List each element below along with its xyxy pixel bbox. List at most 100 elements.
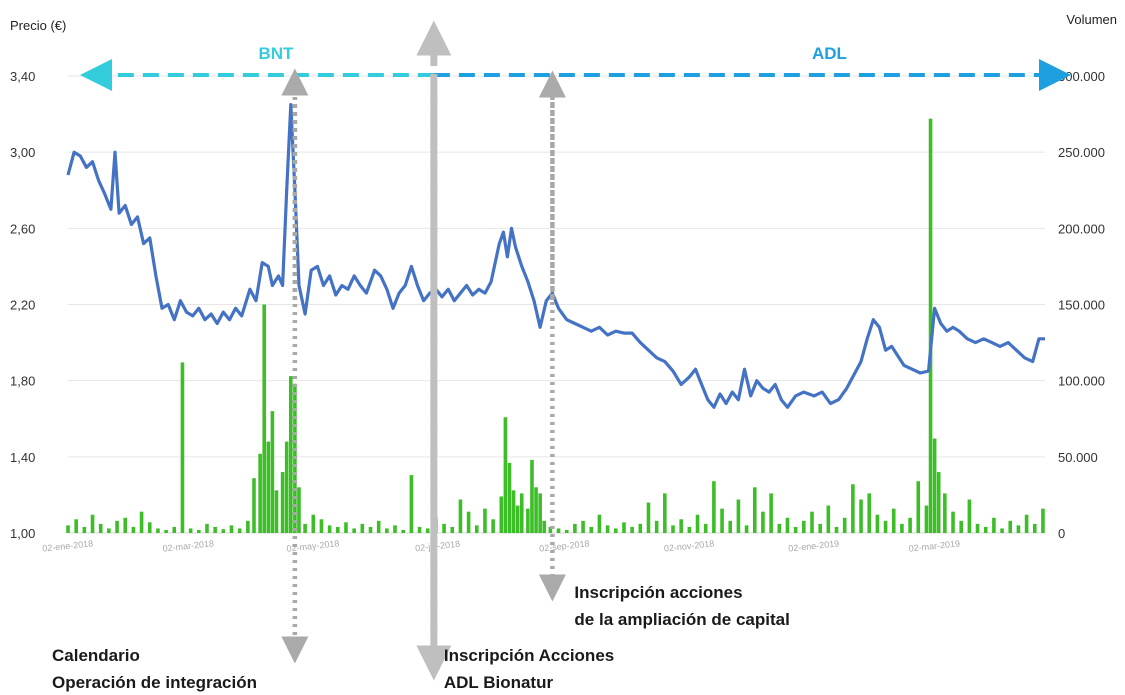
volume-bar (499, 496, 504, 533)
volume-bar (581, 520, 585, 533)
period-label-adl: ADL (812, 44, 847, 63)
volume-bar (425, 528, 430, 533)
volume-bar (519, 493, 524, 533)
volume-bar (376, 520, 381, 533)
volume-bar (246, 520, 250, 533)
volume-bar (802, 520, 806, 533)
event-markers: Calendario Operación de integración Inscri… (52, 20, 790, 692)
volume-bar (638, 523, 643, 533)
left-axis-ticks: 1,00 1,40 1,80 2,20 2,60 3,00 3,40 (10, 69, 35, 541)
volume-bar (818, 523, 822, 533)
volume-bar (810, 511, 814, 533)
volume-bar (205, 523, 209, 533)
volume-bar (534, 487, 538, 533)
volume-bar (777, 523, 782, 533)
left-tick-label: 2,60 (10, 221, 35, 236)
volume-bar (188, 528, 193, 533)
volume-bar (327, 525, 332, 533)
volume-bar (867, 493, 872, 533)
volume-bar (393, 525, 397, 533)
volume-bar (936, 472, 941, 533)
left-tick-label: 1,40 (10, 450, 35, 465)
left-axis-title: Precio (€) (10, 18, 66, 33)
volume-bar (1041, 508, 1045, 533)
volume-bar (385, 528, 389, 533)
volume-bar (769, 493, 773, 533)
volume-bar (736, 499, 741, 533)
event-label-2: ADL Bionatur (444, 673, 554, 692)
event-label-3: de la ampliación de capital (574, 610, 789, 629)
volume-bar (131, 526, 136, 533)
volume-bar (761, 511, 765, 533)
volume-bar (687, 526, 692, 533)
volume-bar (458, 499, 463, 533)
volume-bar (82, 526, 87, 533)
volume-bar (924, 505, 929, 533)
volume-bar (916, 481, 921, 533)
volume-bar (589, 526, 594, 533)
volume-bar (90, 514, 95, 533)
volume-bar (139, 511, 144, 533)
volume-bar (266, 441, 271, 533)
volume-bar (834, 526, 839, 533)
x-tick-label: 02-jul-2018 (415, 539, 461, 554)
volume-bar (1008, 520, 1013, 533)
period-label-bnt: BNT (258, 44, 294, 63)
volume-bar (74, 519, 78, 533)
volume-bars (66, 118, 1045, 534)
right-tick-label: 250.000 (1058, 145, 1105, 160)
volume-bar (542, 520, 547, 533)
volume-bar (663, 493, 667, 533)
volume-bar (229, 525, 234, 533)
x-axis-ticks: 02-ene-2018 02-mar-2018 02-may-2018 02-jul-… (42, 538, 961, 553)
right-tick-label: 300.000 (1058, 69, 1105, 84)
volume-bar (491, 519, 495, 533)
x-tick-label: 02-ene-2019 (788, 538, 840, 553)
volume-bar (744, 525, 749, 533)
volume-bar (1024, 514, 1029, 533)
right-tick-label: 100.000 (1058, 374, 1105, 389)
volume-bar (703, 523, 708, 533)
left-tick-label: 3,00 (10, 145, 35, 160)
volume-bar (646, 502, 651, 533)
right-axis-ticks: 0 50.000 100.000 150.000 200.000 250.000 300.0… (1058, 69, 1105, 541)
volume-bar (530, 459, 534, 533)
volume-bar (538, 493, 542, 533)
volume-bar (115, 520, 119, 533)
volume-bar (712, 481, 716, 533)
volume-bar (630, 526, 634, 533)
volume-bar (842, 517, 847, 533)
volume-bar (147, 522, 152, 533)
event-label-2: Inscripción Acciones (444, 646, 614, 665)
volume-bar (401, 529, 406, 533)
left-tick-label: 3,40 (10, 69, 35, 84)
volume-bar (288, 376, 293, 533)
event-label-1: Operación de integración (52, 673, 257, 692)
volume-bar (311, 514, 316, 533)
volume-bar (180, 362, 185, 533)
volume-bar (992, 517, 996, 533)
x-tick-label: 02-ene-2018 (42, 538, 94, 553)
volume-bar (1016, 525, 1021, 533)
volume-bar (274, 490, 279, 533)
right-axis-title: Volumen (1066, 12, 1117, 27)
period-arrows: BNT ADL (80, 44, 1071, 91)
volume-bar (752, 487, 757, 533)
event-label-1: Calendario (52, 646, 140, 665)
volume-bar (442, 523, 446, 533)
volume-bar (164, 529, 168, 533)
volume-bar (943, 493, 947, 533)
volume-bar (66, 525, 70, 533)
left-tick-label: 2,20 (10, 298, 35, 313)
volume-bar (622, 522, 626, 533)
x-tick-label: 02-mar-2019 (908, 538, 960, 553)
volume-bar (875, 514, 880, 533)
volume-bar (360, 523, 365, 533)
left-tick-label: 1,80 (10, 374, 35, 389)
volume-bar (975, 523, 980, 533)
volume-bar (197, 529, 201, 533)
x-tick-label: 02-sep-2018 (539, 538, 590, 553)
volume-bar (728, 520, 733, 533)
volume-bar (237, 528, 242, 533)
volume-bar (352, 528, 356, 533)
